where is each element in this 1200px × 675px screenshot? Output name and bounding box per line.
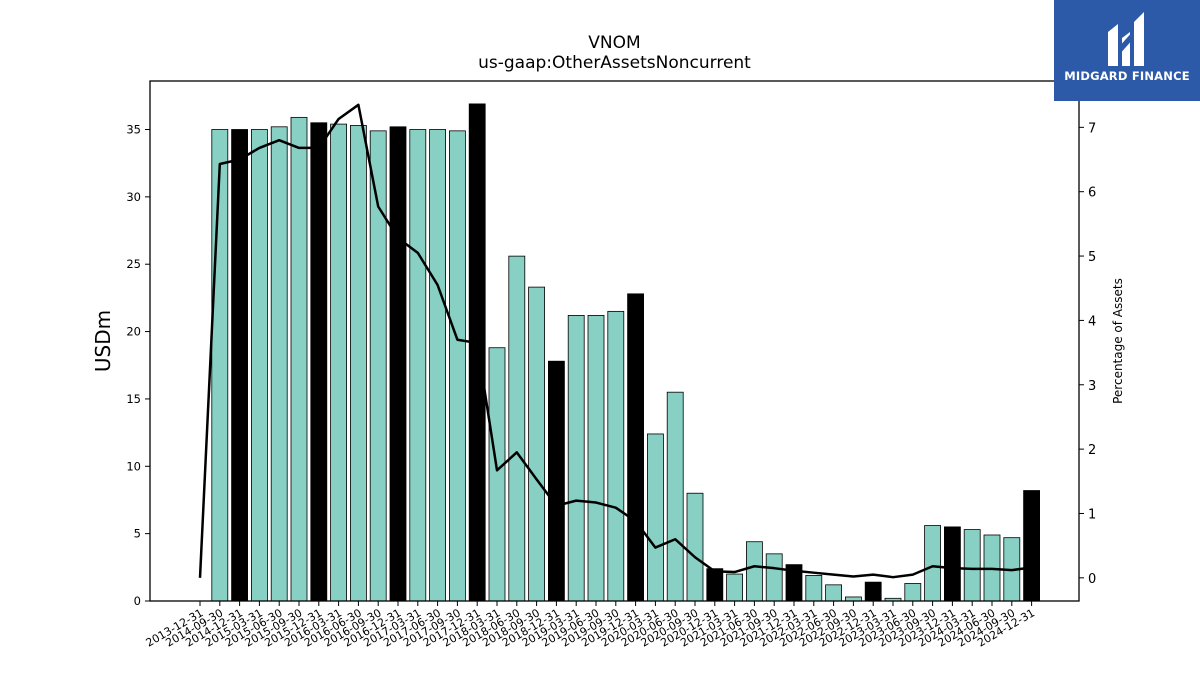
bar bbox=[825, 584, 842, 602]
y2-tick-label: 7 bbox=[1088, 121, 1096, 136]
midgard-finance-logo: MIDGARD FINANCE bbox=[1054, 0, 1200, 101]
bar bbox=[647, 433, 664, 602]
bar bbox=[528, 286, 545, 602]
bar bbox=[666, 391, 684, 602]
y2-tick-label: 6 bbox=[1088, 186, 1096, 201]
y2-tick-label: 5 bbox=[1088, 250, 1096, 265]
bar bbox=[567, 315, 585, 602]
bar bbox=[924, 525, 941, 602]
y2-tick-label: 1 bbox=[1088, 507, 1096, 522]
y2-tick-label: 3 bbox=[1088, 379, 1096, 394]
bar bbox=[746, 541, 763, 602]
bar bbox=[270, 126, 288, 602]
chart-subtitle: us-gaap:OtherAssetsNoncurrent bbox=[478, 53, 751, 73]
bar bbox=[250, 129, 268, 602]
bar bbox=[349, 125, 367, 602]
bar bbox=[548, 360, 565, 602]
bar bbox=[310, 122, 328, 602]
bar bbox=[627, 293, 644, 602]
bar bbox=[1023, 490, 1040, 602]
bar bbox=[607, 310, 625, 602]
y-tick-label: 10 bbox=[126, 459, 141, 473]
bar bbox=[726, 573, 743, 602]
bar bbox=[765, 553, 783, 602]
bar bbox=[468, 103, 486, 602]
bar bbox=[904, 583, 922, 602]
percentage-line bbox=[198, 103, 1032, 579]
bar bbox=[389, 126, 407, 602]
y-axis-label: USDm bbox=[91, 310, 115, 372]
bar bbox=[864, 581, 882, 602]
bar bbox=[429, 129, 447, 602]
chart-title: VNOM bbox=[588, 33, 641, 53]
y2-axis-label: Percentage of Assets bbox=[1111, 278, 1125, 404]
y2-tick-label: 0 bbox=[1088, 572, 1096, 587]
bar bbox=[963, 529, 981, 602]
bar bbox=[290, 116, 308, 602]
y2-tick-label: 2 bbox=[1088, 443, 1096, 458]
plot-frame bbox=[149, 80, 1080, 602]
bar bbox=[488, 347, 506, 602]
bar bbox=[409, 129, 427, 602]
bar bbox=[805, 575, 823, 602]
logo-mark-icon bbox=[1108, 12, 1144, 66]
y-tick-label: 25 bbox=[126, 257, 141, 271]
y-tick-label: 35 bbox=[126, 122, 141, 136]
bar bbox=[944, 526, 961, 602]
bar bbox=[508, 255, 526, 602]
bar bbox=[587, 315, 605, 602]
bar bbox=[330, 123, 348, 602]
bar bbox=[448, 130, 466, 602]
y2-tick-label: 4 bbox=[1088, 314, 1096, 329]
y-tick-label: 20 bbox=[126, 325, 141, 339]
bar bbox=[706, 568, 724, 602]
bar bbox=[211, 129, 229, 602]
y-tick-label: 15 bbox=[126, 392, 141, 406]
y-tick-label: 30 bbox=[126, 190, 141, 204]
logo-text: MIDGARD FINANCE bbox=[1064, 69, 1190, 83]
y-tick-label: 0 bbox=[134, 594, 141, 608]
bar bbox=[686, 492, 704, 602]
y-tick-label: 5 bbox=[134, 527, 141, 541]
bar bbox=[231, 129, 249, 602]
